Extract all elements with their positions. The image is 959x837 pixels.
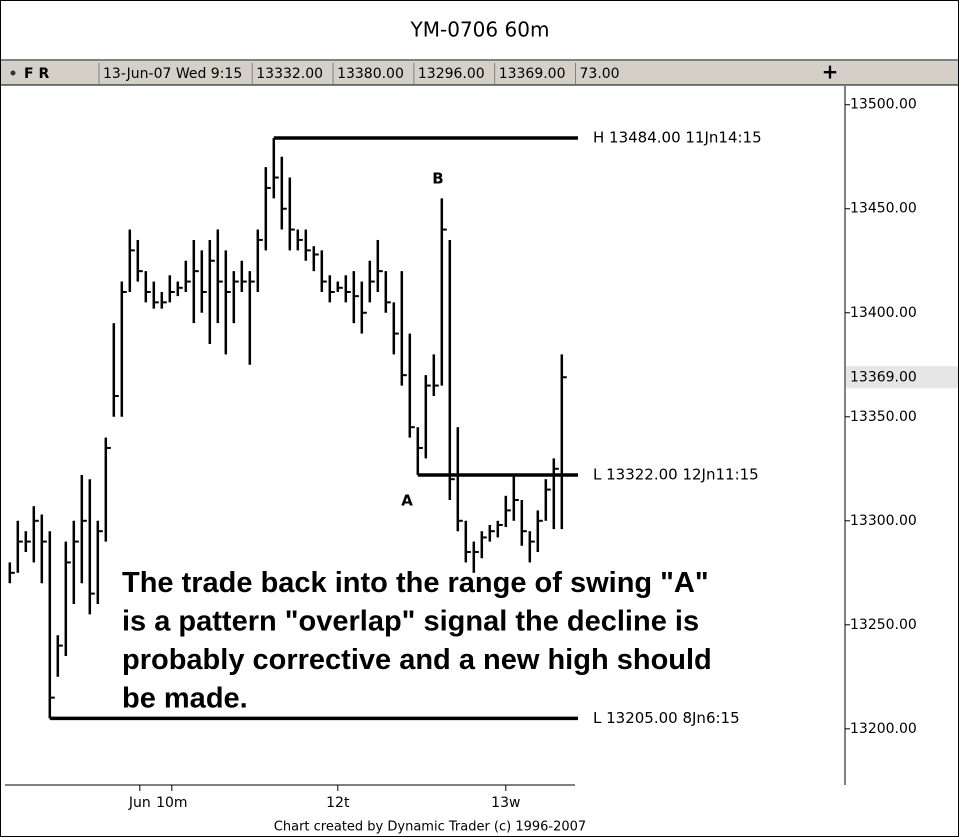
crosshair-icon[interactable]: + [822, 60, 839, 84]
y-tick-label: 13350.00 [850, 409, 917, 425]
price-marker-label: 13369.00 [850, 369, 917, 385]
info-field: 73.00 [580, 66, 620, 82]
footer: Chart created by Dynamic Trader (c) 1996… [274, 820, 586, 835]
swing-label: A [401, 492, 413, 510]
note-line: The trade back into the range of swing "… [122, 567, 709, 599]
note-line: probably corrective and a new high shoul… [122, 644, 712, 676]
info-field: 13380.00 [337, 66, 404, 82]
info-field: 13296.00 [418, 66, 485, 82]
chart-title: YM-0706 60m [410, 18, 550, 42]
x-tick-label: Jun [128, 795, 151, 811]
note-line: is a pattern "overlap" signal the declin… [122, 606, 699, 638]
info-flags: F R [24, 66, 49, 82]
y-tick-label: 13250.00 [850, 617, 917, 633]
x-tick-label: 10m [156, 795, 187, 811]
level-label: L 13322.00 12Jn11:15 [593, 466, 759, 484]
y-tick-label: 13200.00 [850, 721, 917, 737]
y-tick-label: 13400.00 [850, 305, 917, 321]
info-bar [1, 61, 958, 85]
level-label: H 13484.00 11Jn14:15 [593, 129, 762, 147]
level-label: L 13205.00 8Jn6:15 [593, 709, 740, 727]
y-tick-label: 13500.00 [850, 97, 917, 113]
y-tick-label: 13450.00 [850, 201, 917, 217]
y-tick-label: 13300.00 [850, 513, 917, 529]
info-field: 13369.00 [499, 66, 566, 82]
swing-label: B [432, 170, 443, 188]
info-field: 13332.00 [256, 66, 323, 82]
x-tick-label: 13w [491, 795, 520, 811]
note-line: be made. [122, 683, 248, 715]
status-dot [10, 70, 16, 76]
price-marker-box [846, 366, 958, 389]
info-field: 13-Jun-07 Wed 9:15 [103, 66, 242, 82]
x-tick-label: 12t [326, 795, 350, 811]
